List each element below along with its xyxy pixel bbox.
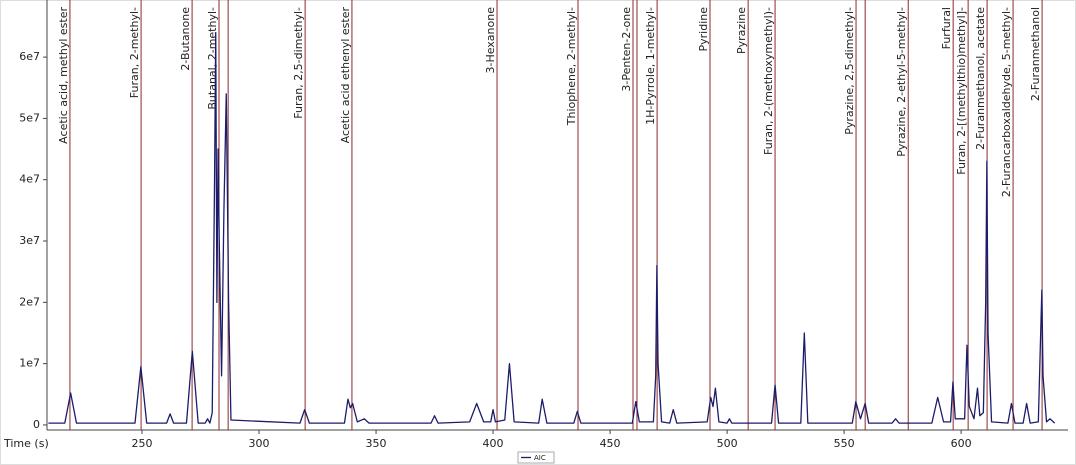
x-tick-label: 550 [834,437,855,450]
compound-label: Pyridine [697,7,710,52]
compound-label: 2-Butanone [179,7,192,71]
compound-label: Pyrazine [735,7,748,54]
y-tick-label: 5e7 [19,111,40,124]
legend-label: AIC [534,454,546,462]
y-tick-label: 0 [33,418,40,431]
compound-label: 2-Furanmethanol [1029,7,1042,101]
x-tick-label: 300 [249,437,270,450]
compound-label: Acetic acid, methyl ester [57,7,70,144]
x-tick-label: 350 [366,437,387,450]
compound-label: 2-Furancarboxaldehyde, 5-methyl- [1000,7,1013,197]
compound-label: Furfural [940,7,953,49]
compound-label: Furan, 2-methyl- [128,7,141,98]
compound-label: Thiophene, 2-methyl- [565,7,578,126]
y-tick-label: 3e7 [19,234,40,247]
compound-label: Furan, 2-(methoxymethyl)- [762,7,775,155]
x-tick-label: 600 [951,437,972,450]
legend-box [517,451,555,464]
x-tick-label: 400 [483,437,504,450]
compound-label: 3-Penten-2-one [620,7,633,92]
y-tick-label: 2e7 [19,295,40,308]
compound-label: Furan, 2-[(methylthio)methyl]- [955,7,968,175]
compound-label: 1H-Pyrrole, 1-methyl- [644,7,657,125]
x-axis-label: Time (s) [3,437,49,450]
signal-line [48,31,1056,424]
compound-label: Furan, 2,5-dimethyl- [292,7,305,119]
y-tick-label: 1e7 [19,357,40,370]
y-tick-label: 6e7 [19,50,40,63]
compound-label: Pyrazine, 2,5-dimethyl- [843,7,856,135]
compound-label: 2-Furanmethanol, acetate [974,7,987,150]
x-tick-label: 250 [132,437,153,450]
compound-label: Acetic acid ethenyl ester [339,7,352,144]
compound-label: 3-Hexanone [484,7,497,74]
compound-label: Pyrazine, 2-ethyl-5-methyl- [895,7,908,157]
y-tick-label: 4e7 [19,173,40,186]
x-tick-label: 450 [600,437,621,450]
x-tick-label: 500 [717,437,738,450]
compound-label: Butanal, 2-methyl- [206,7,219,110]
